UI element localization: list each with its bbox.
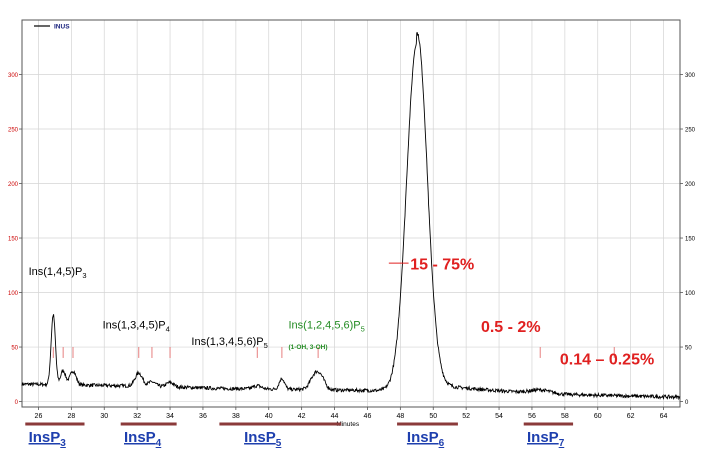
x-tick-label: 46	[364, 413, 372, 420]
group-label: InsP7	[527, 429, 565, 449]
x-tick-label: 50	[429, 413, 437, 420]
x-tick-label: 28	[67, 413, 75, 420]
x-tick-label: 36	[199, 413, 207, 420]
peak-label: Ins(1,4,5)P3	[29, 266, 87, 280]
peak-label: Ins(1,3,4,5,6)P5	[191, 336, 267, 350]
x-tick-label: 60	[594, 413, 602, 420]
x-tick-label: 42	[298, 413, 306, 420]
x-axis-label: Minutes	[336, 421, 360, 428]
y-tick-label: 200	[8, 182, 19, 188]
x-tick-label: 38	[232, 413, 240, 420]
y-tick-label-right: 100	[685, 291, 696, 297]
plot-frame	[21, 19, 681, 408]
peak-label: Ins(1,3,4,5)P4	[103, 320, 170, 334]
y-tick-label: 0	[15, 400, 19, 406]
y-tick-label-right: 300	[685, 73, 696, 79]
group-label: InsP4	[124, 429, 162, 449]
x-tick-label: 30	[100, 413, 108, 420]
x-tick-label: 62	[627, 413, 635, 420]
x-tick-label: 58	[561, 413, 569, 420]
y-tick-label: 250	[8, 128, 19, 134]
group-label: InsP5	[244, 429, 282, 449]
percent-label: 15 - 75%	[410, 257, 474, 274]
legend-label: INUS	[54, 24, 70, 31]
x-tick-label: 44	[331, 413, 339, 420]
x-tick-label: 40	[265, 413, 273, 420]
x-tick-label: 34	[166, 413, 174, 420]
chromatogram-trace	[21, 32, 681, 401]
y-tick-label: 300	[8, 73, 19, 79]
y-tick-label: 50	[11, 346, 18, 352]
group-label: InsP3	[29, 429, 67, 449]
x-tick-label: 32	[133, 413, 141, 420]
x-tick-label: 52	[462, 413, 470, 420]
x-tick-label: 54	[495, 413, 503, 420]
y-tick-label-right: 0	[685, 400, 689, 406]
peak-label: Ins(1,2,4,5,6)P5	[288, 320, 364, 334]
x-tick-label: 64	[660, 413, 668, 420]
y-tick-label-right: 200	[685, 182, 696, 188]
peak-label-note: (1-OH, 3-OH)	[288, 344, 327, 351]
y-tick-label-right: 150	[685, 237, 696, 243]
y-tick-label: 100	[8, 291, 19, 297]
y-tick-label-right: 250	[685, 128, 696, 134]
x-tick-label: 56	[528, 413, 536, 420]
y-tick-label-right: 50	[685, 346, 692, 352]
percent-label: 0.14 – 0.25%	[560, 351, 654, 368]
x-tick-label: 26	[35, 413, 43, 420]
y-tick-label: 150	[8, 237, 19, 243]
percent-label: 0.5 - 2%	[481, 319, 541, 336]
group-label: InsP6	[407, 429, 445, 449]
x-tick-label: 48	[396, 413, 404, 420]
